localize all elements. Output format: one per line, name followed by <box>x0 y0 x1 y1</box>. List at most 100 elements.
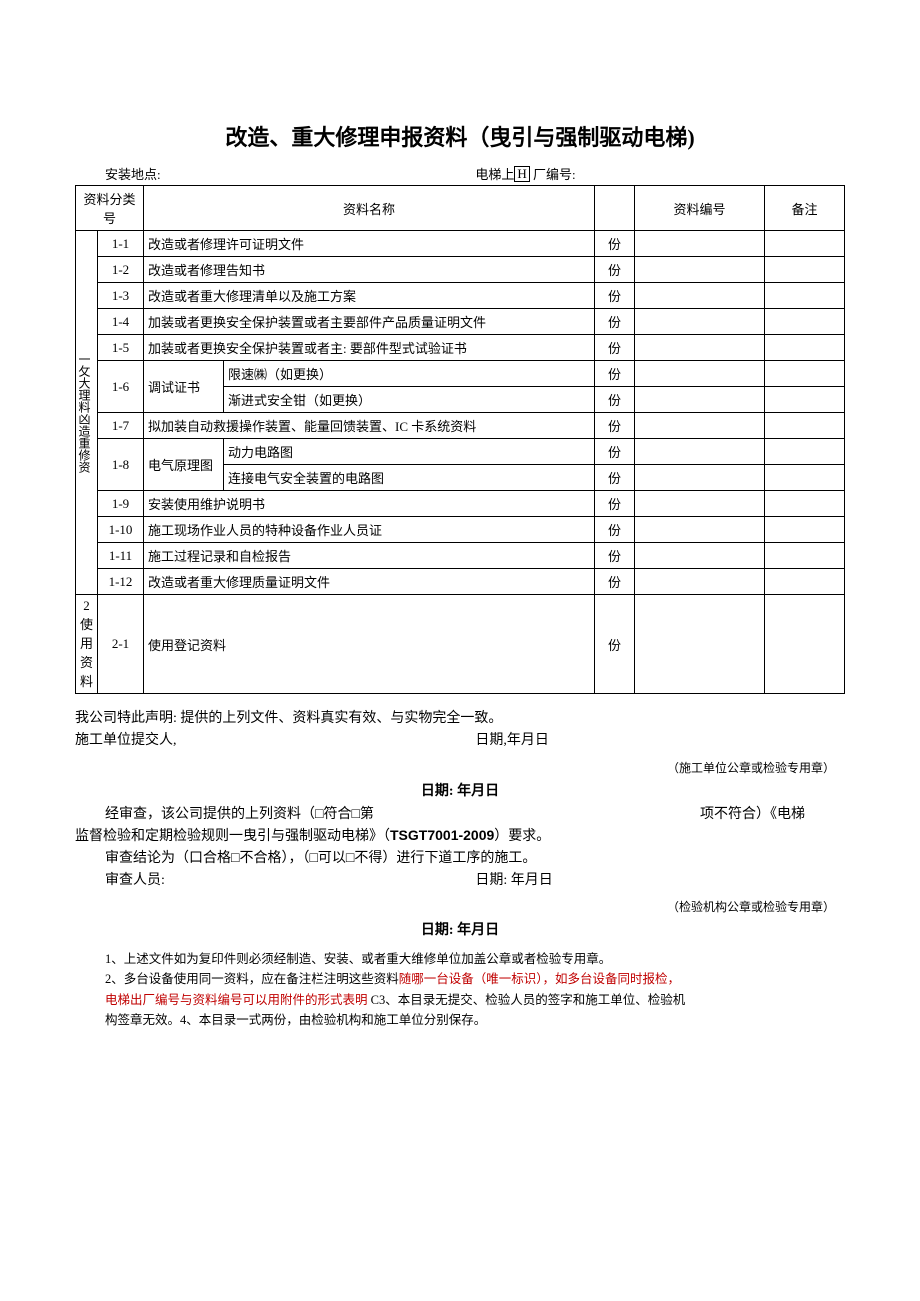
row-num: 2-1 <box>98 595 144 694</box>
row-unit: 份 <box>595 465 635 491</box>
row-sub: 限速㈱（如更换） <box>224 361 595 387</box>
row-num: 1-2 <box>98 257 144 283</box>
row-code <box>635 413 765 439</box>
row-note <box>765 257 845 283</box>
table-row: 1-11 施工过程记录和自检报告 份 <box>76 543 845 569</box>
row-sub: 渐进式安全钳（如更换） <box>224 387 595 413</box>
row-unit: 份 <box>595 595 635 694</box>
row-code <box>635 517 765 543</box>
review-l1b: 项不符合）《电梯 <box>475 804 845 826</box>
table-row: 1-8 电气原理图 动力电路图 份 <box>76 439 845 465</box>
row-name: 加装或者更换安全保护装置或者主: 要部件型式试验证书 <box>144 335 595 361</box>
row-unit: 份 <box>595 439 635 465</box>
row-num: 1-8 <box>98 439 144 491</box>
col-name: 资料名称 <box>144 186 595 231</box>
row-num: 1-12 <box>98 569 144 595</box>
col-unit-blank <box>595 186 635 231</box>
row-unit: 份 <box>595 517 635 543</box>
row-name: 施工现场作业人员的特种设备作业人员证 <box>144 517 595 543</box>
seal-note-2: （检验机构公章或检验专用章） <box>75 898 845 915</box>
review-l2b: TSGT7001-2009 <box>390 827 494 843</box>
table-row: 1-5 加装或者更换安全保护装置或者主: 要部件型式试验证书 份 <box>76 335 845 361</box>
row-unit: 份 <box>595 543 635 569</box>
col-code: 资料编号 <box>635 186 765 231</box>
table-row: 1-12 改造或者重大修理质量证明文件 份 <box>76 569 845 595</box>
seal-note-1: （施工单位公章或检验专用章） <box>75 759 845 776</box>
row-name-a: 调试证书 <box>144 361 224 413</box>
cat2-label: 2 使用资料 <box>76 595 98 694</box>
review-l1a: 经审查，该公司提供的上列资料（□符合□第 <box>75 804 475 826</box>
table-row: 1-10 施工现场作业人员的特种设备作业人员证 份 <box>76 517 845 543</box>
row-name: 拟加装自动救援操作装置、能量回馈装置、IC 卡系统资料 <box>144 413 595 439</box>
end-date: 日期: 年月日 <box>75 919 845 939</box>
row-note <box>765 491 845 517</box>
row-note <box>765 413 845 439</box>
row-note <box>765 465 845 491</box>
row-code <box>635 309 765 335</box>
row-code <box>635 465 765 491</box>
row-note <box>765 569 845 595</box>
row-unit: 份 <box>595 309 635 335</box>
row-code <box>635 387 765 413</box>
row-note <box>765 335 845 361</box>
row-code <box>635 491 765 517</box>
row-sub: 动力电路图 <box>224 439 595 465</box>
row-name: 施工过程记录和自检报告 <box>144 543 595 569</box>
row-sub: 连接电气安全装置的电路图 <box>224 465 595 491</box>
row-unit: 份 <box>595 413 635 439</box>
row-code <box>635 335 765 361</box>
table-row: 1-6 调试证书 限速㈱（如更换） 份 <box>76 361 845 387</box>
row-num: 1-3 <box>98 283 144 309</box>
row-num: 1-1 <box>98 231 144 257</box>
stmt-date: 日期,年月日 <box>475 730 845 752</box>
row-code <box>635 569 765 595</box>
row-num: 1-11 <box>98 543 144 569</box>
note-2b: 随哪一台设备（唯一标识），如多台设备同时报检， <box>399 972 680 986</box>
row-num: 1-6 <box>98 361 144 413</box>
footnotes: 1、上述文件如为复印件则必须经制造、安装、或者重大维修单位加盖公章或者检验专用章… <box>75 949 845 1032</box>
row-name: 使用登记资料 <box>144 595 595 694</box>
table-row: 1-2 改造或者修理告知书 份 <box>76 257 845 283</box>
row-num: 1-10 <box>98 517 144 543</box>
row-unit: 份 <box>595 387 635 413</box>
row-unit: 份 <box>595 491 635 517</box>
table-row: 一攵大理料凶造重修资 1-1 改造或者修理许可证明文件 份 <box>76 231 845 257</box>
row-num: 1-9 <box>98 491 144 517</box>
row-note <box>765 387 845 413</box>
table-row: 1-4 加装或者更换安全保护装置或者主要部件产品质量证明文件 份 <box>76 309 845 335</box>
table-row: 1-3 改造或者重大修理清单以及施工方案 份 <box>76 283 845 309</box>
row-num: 1-7 <box>98 413 144 439</box>
note-1: 1、上述文件如为复印件则必须经制造、安装、或者重大维修单位加盖公章或者检验专用章… <box>105 949 835 970</box>
stmt-submitter: 施工单位提交人, <box>75 730 475 752</box>
row-note <box>765 283 845 309</box>
table-row: 1-7 拟加装自动救援操作装置、能量回馈装置、IC 卡系统资料 份 <box>76 413 845 439</box>
review-l3: 审查结论为（口合格□不合格），（□可以□不得）进行下道工序的施工。 <box>75 848 845 870</box>
review-l4a: 审查人员: <box>75 870 475 892</box>
table-row: 1-9 安装使用维护说明书 份 <box>76 491 845 517</box>
row-num: 1-5 <box>98 335 144 361</box>
note-4: 构签章无效。4、本目录一式两份，由检验机构和施工单位分别保存。 <box>105 1010 835 1031</box>
install-label: 安装地点: <box>105 167 161 182</box>
row-code <box>635 283 765 309</box>
table-row: 2 使用资料 2-1 使用登记资料 份 <box>76 595 845 694</box>
note-3b: C3、本目录无提交、检验人员的签字和施工单位、检验机 <box>371 993 686 1007</box>
row-name: 改造或者修理许可证明文件 <box>144 231 595 257</box>
materials-table: 资料分类号 资料名称 资料编号 备注 一攵大理料凶造重修资 1-1 改造或者修理… <box>75 185 845 694</box>
col-cat: 资料分类号 <box>76 186 144 231</box>
review-l2: 监督检验和定期检验规则一曳引与强制驱动电梯》（ <box>75 829 390 844</box>
row-name: 改造或者修理告知书 <box>144 257 595 283</box>
row-code <box>635 439 765 465</box>
mid-date: 日期: 年月日 <box>75 780 845 800</box>
row-note <box>765 309 845 335</box>
row-name: 改造或者重大修理清单以及施工方案 <box>144 283 595 309</box>
note-2a: 2、多台设备使用同一资料，应在备注栏注明这些资料 <box>105 972 399 986</box>
row-name: 加装或者更换安全保护装置或者主要部件产品质量证明文件 <box>144 309 595 335</box>
serial-box: H <box>514 166 529 182</box>
row-name-a: 电气原理图 <box>144 439 224 491</box>
note-3a: 电梯出厂编号与资料编号可以用附件的形式表明 <box>105 993 371 1007</box>
page-title: 改造、重大修理申报资料（曳引与强制驱动电梯) <box>75 120 845 152</box>
row-unit: 份 <box>595 335 635 361</box>
stmt-line1: 我公司特此声明: 提供的上列文件、资料真实有效、与实物完全一致。 <box>75 708 845 730</box>
row-note <box>765 543 845 569</box>
review-block: 经审查，该公司提供的上列资料（□符合□第 项不符合）《电梯 监督检验和定期检验规… <box>75 804 845 892</box>
